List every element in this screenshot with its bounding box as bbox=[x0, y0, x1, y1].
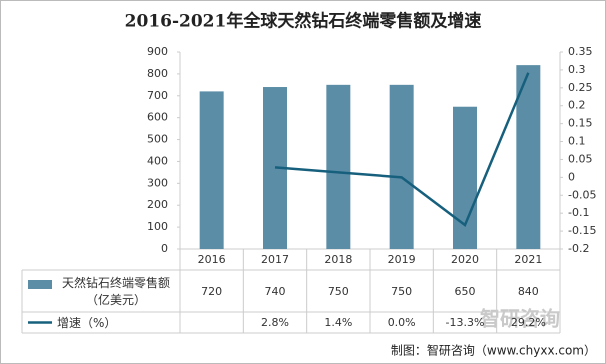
bar bbox=[326, 84, 351, 249]
y2-tick-label: -0.15 bbox=[568, 224, 596, 237]
table-value: -13.3% bbox=[445, 316, 485, 329]
table-value: 2.8% bbox=[261, 316, 289, 329]
y-tick-label: 300 bbox=[147, 176, 168, 189]
table-value: 29.2% bbox=[510, 316, 546, 329]
line bbox=[274, 72, 530, 227]
x-tick-label: 2021 bbox=[514, 253, 542, 266]
bar bbox=[516, 65, 541, 249]
y-tick-label: 200 bbox=[147, 198, 168, 211]
bar bbox=[199, 91, 224, 250]
table-value: 650 bbox=[454, 284, 476, 298]
y-tick-label: 500 bbox=[147, 133, 168, 146]
source: 制图：智研咨询（www.chyxx.com） bbox=[391, 343, 596, 358]
table-value: 1.4% bbox=[324, 316, 353, 329]
table-value: 750 bbox=[391, 284, 413, 298]
y-tick-label: 0 bbox=[161, 242, 168, 255]
chart-title: 2016-2021年全球天然钻石终端零售额及增速 bbox=[125, 11, 482, 32]
legend-entry: 天然钻石终端零售额（亿美元） bbox=[61, 276, 170, 307]
x-tick-label: 2016 bbox=[198, 253, 226, 266]
x-tick-label: 2020 bbox=[451, 253, 479, 266]
y-tick-label: 700 bbox=[147, 89, 168, 102]
watermark: 智研咨询 bbox=[480, 307, 560, 331]
x-tick-label: 2019 bbox=[388, 253, 416, 266]
y2-tick-label: -0.05 bbox=[568, 188, 596, 201]
y2-tick-label: -0.1 bbox=[568, 206, 589, 219]
y2-tick-label: 0.3 bbox=[568, 63, 586, 76]
table-value: 0.0% bbox=[387, 316, 416, 329]
table-value: 840 bbox=[517, 284, 539, 298]
y2-tick-label: 0 bbox=[568, 170, 575, 183]
y2-tick-label: 0.35 bbox=[568, 45, 593, 58]
legend-entry: 增速（%） bbox=[57, 316, 117, 330]
bar bbox=[453, 106, 477, 249]
y2-tick-label: 0.1 bbox=[568, 135, 586, 148]
y2-tick-label: 0.2 bbox=[568, 99, 586, 112]
legend-swatch bbox=[28, 280, 52, 289]
y-tick-label: 900 bbox=[147, 45, 168, 58]
y-tick-label: 600 bbox=[147, 111, 168, 124]
y2-tick-label: 0.05 bbox=[568, 152, 593, 165]
bar bbox=[389, 84, 414, 249]
y2-tick-label: -0.2 bbox=[568, 242, 589, 255]
y-tick-label: 100 bbox=[147, 220, 168, 233]
table-value: 750 bbox=[327, 284, 349, 298]
table-value: 720 bbox=[201, 284, 223, 298]
y2-tick-label: 0.15 bbox=[568, 117, 593, 130]
table-value: 740 bbox=[264, 284, 286, 298]
x-tick-label: 2018 bbox=[324, 253, 352, 266]
y-tick-label: 800 bbox=[147, 67, 168, 80]
y2-tick-label: 0.25 bbox=[568, 81, 593, 94]
x-tick-label: 2017 bbox=[261, 253, 289, 266]
y-tick-label: 400 bbox=[147, 154, 168, 167]
